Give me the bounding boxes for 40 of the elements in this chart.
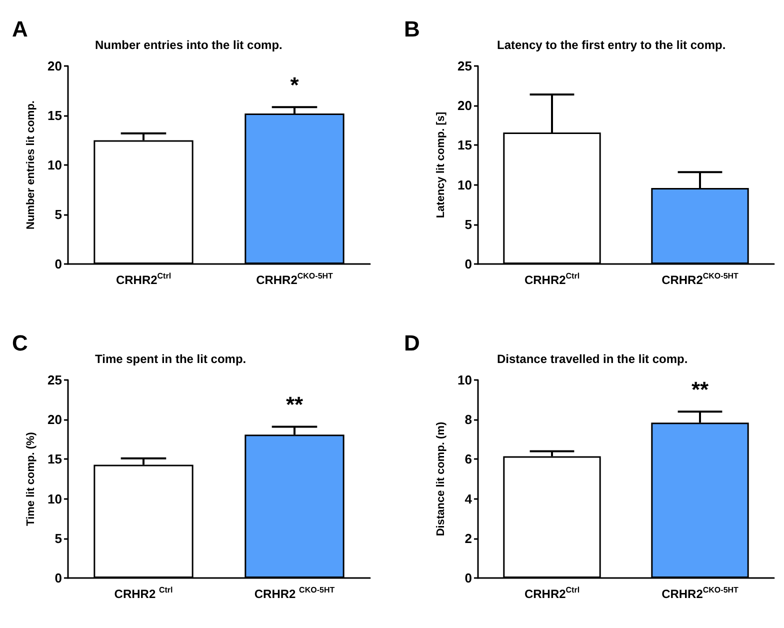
y-axis-title: Latency lit comp. [s] (435, 111, 448, 218)
y-tick-label: 0 (464, 570, 472, 586)
text: B (404, 16, 420, 42)
y-tick-label: 20 (48, 412, 62, 428)
y-tick-label: 5 (54, 530, 62, 546)
y-tick-label: 15 (48, 108, 62, 123)
y-tick-label: 25 (458, 58, 472, 74)
y-tick-label: 0 (464, 256, 472, 272)
y-axis-title: Number entries lit comp. (25, 100, 38, 230)
text: A (12, 16, 28, 42)
chart-title: Distance travelled in the lit comp. (497, 352, 688, 366)
y-tick-label: 5 (464, 216, 472, 232)
annotation: ** (691, 377, 709, 402)
chart-title: Latency to the first entry to the lit comp. (497, 38, 726, 52)
text: D (404, 330, 420, 356)
y-tick-label: 15 (458, 138, 472, 153)
y-tick-label: 8 (464, 412, 472, 428)
y-tick-label: 10 (458, 372, 472, 388)
y-tick-label: 25 (48, 372, 62, 388)
y-tick-label: 6 (464, 452, 472, 467)
text: C (12, 330, 28, 356)
y-axis-title: Distance lit comp. (m) (435, 422, 448, 536)
annotation: ** (286, 392, 304, 418)
y-tick-label: 0 (54, 256, 62, 272)
y-tick-label: 20 (458, 98, 472, 114)
y-tick-label: 20 (48, 58, 62, 74)
chart-title: Number entries into the lit comp. (95, 38, 282, 52)
y-axis-title: Time lit comp. (%) (25, 432, 38, 526)
annotation: * (290, 72, 300, 98)
x-tick-label: CRHR2 CKO-5HT (254, 586, 335, 601)
y-tick-label: 0 (54, 570, 62, 586)
y-tick-label: 5 (54, 207, 62, 222)
y-tick-label: 2 (464, 530, 472, 546)
y-tick-label: 15 (48, 452, 62, 467)
y-tick-label: 10 (48, 158, 62, 172)
y-tick-label: 4 (464, 491, 473, 506)
x-tick-label: CRHR2 Ctrl (114, 586, 173, 601)
chart-title: Time spent in the lit comp. (95, 352, 246, 366)
y-tick-label: 10 (48, 491, 62, 506)
y-tick-label: 10 (458, 177, 472, 192)
